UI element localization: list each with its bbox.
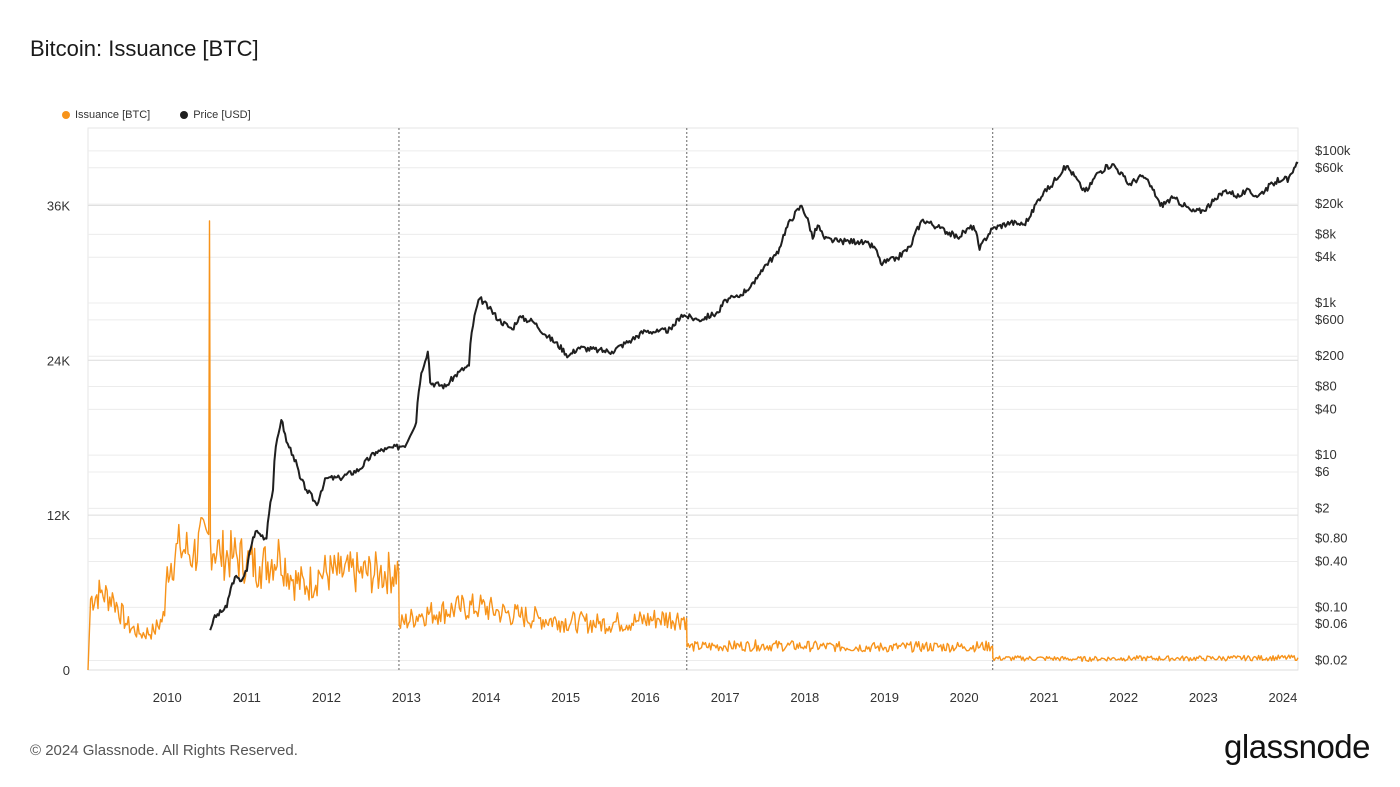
left-tick-label: 24K bbox=[47, 353, 70, 368]
right-tick-label: $0.40 bbox=[1315, 554, 1348, 569]
legend-item-price[interactable]: Price [USD] bbox=[180, 109, 251, 121]
right-tick-label: $600 bbox=[1315, 312, 1344, 327]
copyright-notice: © 2024 Glassnode. All Rights Reserved. bbox=[30, 742, 298, 759]
x-tick-label: 2018 bbox=[790, 690, 819, 705]
series-price-line bbox=[209, 161, 1299, 631]
x-tick-label: 2024 bbox=[1268, 690, 1297, 705]
right-tick-label: $80 bbox=[1315, 378, 1337, 393]
x-tick-label: 2017 bbox=[711, 690, 740, 705]
right-tick-label: $2 bbox=[1315, 500, 1329, 515]
chart-legend: Issuance [BTC] Price [USD] bbox=[62, 109, 251, 121]
x-tick-label: 2022 bbox=[1109, 690, 1138, 705]
right-tick-label: $60k bbox=[1315, 160, 1344, 175]
x-tick-label: 2023 bbox=[1189, 690, 1218, 705]
right-tick-label: $200 bbox=[1315, 348, 1344, 363]
brand-logo: glassnode bbox=[1224, 728, 1370, 765]
legend-label-issuance: Issuance [BTC] bbox=[75, 109, 151, 121]
plot-area bbox=[87, 127, 1299, 671]
x-tick-label: 2010 bbox=[153, 690, 182, 705]
right-tick-label: $6 bbox=[1315, 464, 1329, 479]
x-tick-label: 2016 bbox=[631, 690, 660, 705]
right-tick-label: $100k bbox=[1315, 143, 1351, 158]
x-tick-label: 2019 bbox=[870, 690, 899, 705]
x-tick-label: 2012 bbox=[312, 690, 341, 705]
left-tick-label: 0 bbox=[63, 663, 70, 678]
right-tick-label: $0.06 bbox=[1315, 616, 1348, 631]
right-tick-label: $0.10 bbox=[1315, 599, 1348, 614]
legend-label-price: Price [USD] bbox=[193, 109, 251, 121]
x-tick-label: 2015 bbox=[551, 690, 580, 705]
right-tick-label: $1k bbox=[1315, 295, 1336, 310]
left-tick-label: 36K bbox=[47, 198, 70, 213]
right-tick-label: $20k bbox=[1315, 196, 1344, 211]
x-tick-label: 2014 bbox=[472, 690, 501, 705]
x-tick-label: 2020 bbox=[950, 690, 979, 705]
left-tick-label: 12K bbox=[47, 508, 70, 523]
x-tick-label: 2011 bbox=[233, 690, 261, 705]
right-tick-label: $10 bbox=[1315, 447, 1337, 462]
price-dot-icon bbox=[180, 111, 189, 119]
issuance-dot-icon bbox=[62, 111, 70, 119]
right-tick-label: $4k bbox=[1315, 249, 1336, 264]
right-tick-label: $0.80 bbox=[1315, 531, 1348, 546]
right-tick-label: $0.02 bbox=[1315, 652, 1348, 667]
right-tick-label: $8k bbox=[1315, 226, 1336, 241]
series-issuance-line bbox=[87, 220, 1299, 671]
x-tick-label: 2021 bbox=[1030, 690, 1059, 705]
right-tick-label: $40 bbox=[1315, 401, 1337, 416]
legend-item-issuance[interactable]: Issuance [BTC] bbox=[62, 109, 150, 121]
x-tick-label: 2013 bbox=[392, 690, 421, 705]
page-title: Bitcoin: Issuance [BTC] bbox=[30, 36, 259, 61]
